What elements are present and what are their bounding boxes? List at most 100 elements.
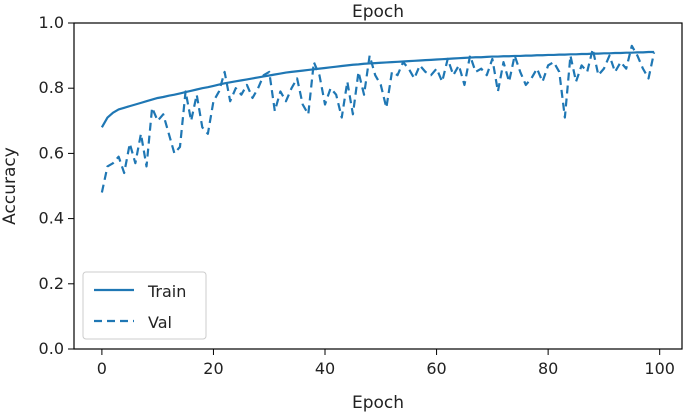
x-tick-label: 0 <box>97 359 107 378</box>
data-point-val <box>486 75 487 76</box>
data-point-val <box>620 62 621 63</box>
data-point-val <box>536 68 537 69</box>
data-point-val <box>614 71 615 72</box>
data-point-val <box>570 55 571 56</box>
y-tick-label: 0.0 <box>39 339 64 358</box>
data-point-val <box>514 55 515 56</box>
data-point-train <box>581 53 582 54</box>
data-point-train <box>631 52 632 53</box>
data-point-val <box>269 71 270 72</box>
data-point-train <box>308 69 309 70</box>
data-point-val <box>458 65 459 66</box>
data-point-val <box>414 78 415 79</box>
chart-title: Epoch <box>352 2 404 22</box>
data-point-val <box>531 78 532 79</box>
data-point-train <box>442 59 443 60</box>
data-point-train <box>241 80 242 81</box>
legend: Train Val <box>82 271 207 340</box>
data-point-train <box>235 81 236 82</box>
data-point-train <box>508 56 509 57</box>
data-point-val <box>285 101 286 102</box>
data-point-val <box>548 65 549 66</box>
x-axis-ticks: 0 20 40 60 80 100 <box>97 349 675 378</box>
data-point-train <box>570 54 571 55</box>
data-point-train <box>559 54 560 55</box>
data-point-val <box>430 75 431 76</box>
data-point-train <box>486 56 487 57</box>
data-point-train <box>564 54 565 55</box>
data-point-train <box>135 104 136 105</box>
data-point-train <box>257 77 258 78</box>
data-point-val <box>637 55 638 56</box>
data-point-val <box>581 65 582 66</box>
data-point-train <box>269 75 270 76</box>
data-point-val <box>475 71 476 72</box>
data-point-val <box>503 62 504 63</box>
data-point-val <box>202 127 203 128</box>
data-point-val <box>425 71 426 72</box>
data-point-train <box>475 57 476 58</box>
y-axis-ticks: 0.0 0.2 0.4 0.6 0.8 1.0 <box>39 13 74 358</box>
data-point-train <box>386 62 387 63</box>
data-point-train <box>648 51 649 52</box>
data-point-train <box>347 65 348 66</box>
x-tick-label: 40 <box>315 359 335 378</box>
y-tick-label: 0.6 <box>39 143 64 162</box>
data-point-val <box>151 107 152 108</box>
data-point-val <box>603 68 604 69</box>
data-point-val <box>403 62 404 63</box>
data-point-val <box>213 101 214 102</box>
data-point-train <box>107 117 108 118</box>
data-point-train <box>319 68 320 69</box>
data-point-val <box>469 55 470 56</box>
data-point-val <box>631 45 632 46</box>
data-point-train <box>430 59 431 60</box>
data-point-val <box>168 133 169 134</box>
data-point-val <box>436 68 437 69</box>
data-point-val <box>380 84 381 85</box>
data-point-train <box>492 56 493 57</box>
data-point-train <box>230 82 231 83</box>
data-point-val <box>107 166 108 167</box>
data-point-val <box>218 91 219 92</box>
data-point-train <box>358 64 359 65</box>
data-point-val <box>313 62 314 63</box>
data-point-train <box>375 63 376 64</box>
data-point-val <box>391 71 392 72</box>
data-point-val <box>481 68 482 69</box>
data-point-val <box>330 88 331 89</box>
data-point-train <box>626 52 627 53</box>
data-point-val <box>297 78 298 79</box>
data-point-train <box>285 72 286 73</box>
data-point-train <box>419 60 420 61</box>
data-point-train <box>252 78 253 79</box>
axes-layer <box>73 22 683 350</box>
data-point-train <box>174 94 175 95</box>
data-point-train <box>324 67 325 68</box>
data-point-val <box>112 163 113 164</box>
data-point-train <box>280 73 281 74</box>
data-point-train <box>525 55 526 56</box>
data-point-val <box>124 172 125 173</box>
data-point-train <box>274 74 275 75</box>
data-point-val <box>274 110 275 111</box>
data-point-val <box>520 71 521 72</box>
data-point-train <box>213 85 214 86</box>
data-point-train <box>129 106 130 107</box>
data-point-val <box>157 120 158 121</box>
x-tick-label: 60 <box>426 359 446 378</box>
x-tick-label: 80 <box>538 359 558 378</box>
data-point-train <box>620 52 621 53</box>
data-point-val <box>497 91 498 92</box>
data-point-train <box>363 63 364 64</box>
data-point-train <box>497 56 498 57</box>
data-point-train <box>397 61 398 62</box>
y-tick-label: 1.0 <box>39 13 64 32</box>
data-point-train <box>124 107 125 108</box>
data-point-train <box>453 58 454 59</box>
data-point-val <box>369 55 370 56</box>
data-point-val <box>280 91 281 92</box>
data-point-val <box>101 192 102 193</box>
data-point-val <box>341 117 342 118</box>
